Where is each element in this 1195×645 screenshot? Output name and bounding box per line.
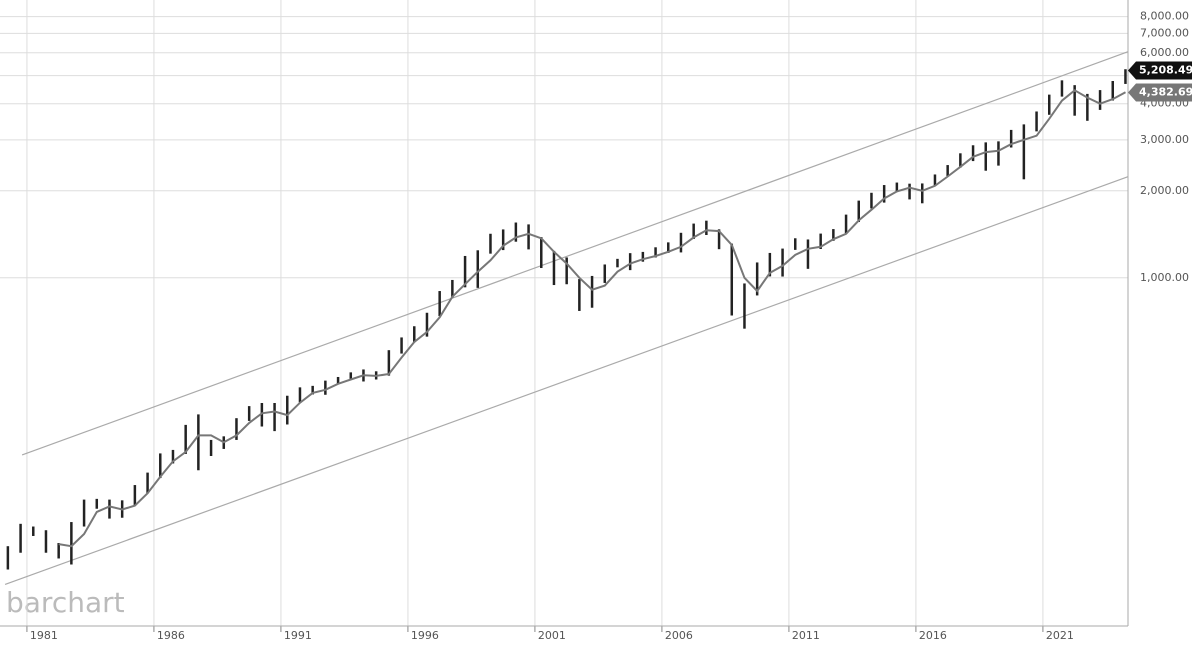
y-tick-label: 8,000.00 (1140, 10, 1189, 23)
y-tick-label: 1,000.00 (1140, 271, 1189, 284)
channel-line (21, 51, 1129, 456)
x-tick-label: 1981 (30, 629, 58, 642)
x-tick-label: 1986 (157, 629, 185, 642)
price-label-box (1128, 83, 1192, 102)
channel-line (4, 176, 1129, 586)
price-label: 5,208.49 (1139, 64, 1193, 77)
y-tick-label: 6,000.00 (1140, 46, 1189, 59)
watermark: barchart (6, 586, 125, 619)
x-tick-label: 2021 (1046, 629, 1074, 642)
x-tick-label: 2016 (919, 629, 947, 642)
x-tick-label: 1991 (284, 629, 312, 642)
x-tick-label: 2001 (538, 629, 566, 642)
x-tick-label: 1996 (411, 629, 439, 642)
y-tick-label: 7,000.00 (1140, 26, 1189, 39)
x-tick-label: 2011 (792, 629, 820, 642)
y-tick-label: 3,000.00 (1140, 133, 1189, 146)
price-label-box (1128, 61, 1192, 80)
y-tick-label: 2,000.00 (1140, 184, 1189, 197)
moving-average (58, 89, 1126, 548)
x-tick-label: 2006 (665, 629, 693, 642)
price-label: 4,382.69 (1139, 86, 1193, 99)
